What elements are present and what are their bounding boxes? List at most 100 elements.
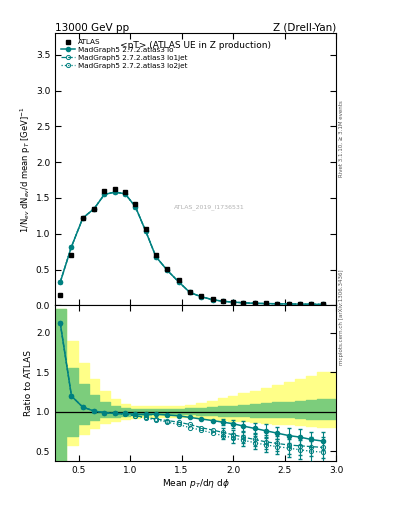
- Y-axis label: 1/N$_{ev}$ dN$_{ev}$/d mean p$_T$ [GeV]$^{-1}$: 1/N$_{ev}$ dN$_{ev}$/d mean p$_T$ [GeV]$…: [18, 106, 33, 232]
- MadGraph5 2.7.2.atlas3 lo: [231, 299, 235, 305]
- MadGraph5 2.7.2.atlas3 lo: [275, 301, 280, 307]
- MadGraph5 2.7.2.atlas3 lo: [264, 301, 268, 307]
- Text: Z (Drell-Yan): Z (Drell-Yan): [273, 23, 336, 32]
- MadGraph5 2.7.2.atlas3 lo1jet: [264, 301, 268, 307]
- Text: ATLAS_2019_I1736531: ATLAS_2019_I1736531: [174, 205, 245, 210]
- MadGraph5 2.7.2.atlas3 lo: [210, 296, 215, 303]
- ATLAS: [92, 206, 97, 212]
- ATLAS: [309, 301, 314, 307]
- MadGraph5 2.7.2.atlas3 lo: [81, 215, 85, 221]
- ATLAS: [275, 301, 280, 307]
- ATLAS: [320, 301, 325, 307]
- ATLAS: [176, 277, 181, 283]
- MadGraph5 2.7.2.atlas3 lo: [320, 302, 325, 308]
- MadGraph5 2.7.2.atlas3 lo: [286, 301, 291, 307]
- Legend: ATLAS, MadGraph5 2.7.2.atlas3 lo, MadGraph5 2.7.2.atlas3 lo1jet, MadGraph5 2.7.2: ATLAS, MadGraph5 2.7.2.atlas3 lo, MadGra…: [59, 37, 190, 71]
- MadGraph5 2.7.2.atlas3 lo2jet: [133, 203, 138, 209]
- MadGraph5 2.7.2.atlas3 lo2jet: [102, 191, 107, 198]
- MadGraph5 2.7.2.atlas3 lo: [199, 294, 204, 300]
- MadGraph5 2.7.2.atlas3 lo1jet: [286, 301, 291, 307]
- MadGraph5 2.7.2.atlas3 lo2jet: [154, 253, 158, 260]
- ATLAS: [143, 226, 148, 232]
- MadGraph5 2.7.2.atlas3 lo: [165, 267, 169, 273]
- MadGraph5 2.7.2.atlas3 lo2jet: [176, 279, 181, 285]
- MadGraph5 2.7.2.atlas3 lo2jet: [264, 301, 268, 307]
- Line: MadGraph5 2.7.2.atlas3 lo1jet: MadGraph5 2.7.2.atlas3 lo1jet: [58, 190, 325, 307]
- MadGraph5 2.7.2.atlas3 lo2jet: [58, 280, 62, 286]
- MadGraph5 2.7.2.atlas3 lo1jet: [275, 301, 280, 307]
- Text: 13000 GeV pp: 13000 GeV pp: [55, 23, 129, 32]
- MadGraph5 2.7.2.atlas3 lo: [241, 300, 246, 306]
- ATLAS: [187, 289, 192, 295]
- MadGraph5 2.7.2.atlas3 lo2jet: [199, 294, 204, 300]
- MadGraph5 2.7.2.atlas3 lo2jet: [298, 301, 302, 307]
- MadGraph5 2.7.2.atlas3 lo2jet: [286, 301, 291, 307]
- MadGraph5 2.7.2.atlas3 lo2jet: [112, 189, 117, 195]
- MadGraph5 2.7.2.atlas3 lo: [143, 228, 148, 234]
- MadGraph5 2.7.2.atlas3 lo: [176, 279, 181, 285]
- MadGraph5 2.7.2.atlas3 lo1jet: [220, 298, 225, 304]
- MadGraph5 2.7.2.atlas3 lo1jet: [165, 267, 169, 273]
- MadGraph5 2.7.2.atlas3 lo1jet: [81, 215, 85, 221]
- MadGraph5 2.7.2.atlas3 lo2jet: [69, 244, 74, 250]
- MadGraph5 2.7.2.atlas3 lo1jet: [176, 279, 181, 285]
- MadGraph5 2.7.2.atlas3 lo1jet: [154, 253, 158, 260]
- Text: mcplots.cern.ch [arXiv:1306.3436]: mcplots.cern.ch [arXiv:1306.3436]: [339, 270, 344, 365]
- MadGraph5 2.7.2.atlas3 lo2jet: [143, 228, 148, 234]
- ATLAS: [58, 291, 62, 297]
- MadGraph5 2.7.2.atlas3 lo1jet: [123, 190, 127, 197]
- MadGraph5 2.7.2.atlas3 lo1jet: [92, 206, 97, 212]
- ATLAS: [231, 299, 235, 305]
- Text: Rivet 3.1.10, ≥ 3.1M events: Rivet 3.1.10, ≥ 3.1M events: [339, 100, 344, 177]
- MadGraph5 2.7.2.atlas3 lo1jet: [231, 299, 235, 305]
- ATLAS: [220, 298, 225, 304]
- MadGraph5 2.7.2.atlas3 lo1jet: [143, 228, 148, 234]
- MadGraph5 2.7.2.atlas3 lo2jet: [123, 190, 127, 197]
- MadGraph5 2.7.2.atlas3 lo1jet: [320, 302, 325, 308]
- MadGraph5 2.7.2.atlas3 lo: [298, 301, 302, 307]
- MadGraph5 2.7.2.atlas3 lo: [133, 203, 138, 209]
- MadGraph5 2.7.2.atlas3 lo2jet: [252, 300, 257, 306]
- MadGraph5 2.7.2.atlas3 lo2jet: [187, 289, 192, 295]
- ATLAS: [81, 215, 85, 221]
- MadGraph5 2.7.2.atlas3 lo: [58, 280, 62, 286]
- ATLAS: [210, 296, 215, 302]
- ATLAS: [298, 301, 302, 307]
- MadGraph5 2.7.2.atlas3 lo2jet: [241, 300, 246, 306]
- MadGraph5 2.7.2.atlas3 lo1jet: [252, 300, 257, 306]
- MadGraph5 2.7.2.atlas3 lo: [154, 253, 158, 260]
- MadGraph5 2.7.2.atlas3 lo2jet: [92, 206, 97, 212]
- MadGraph5 2.7.2.atlas3 lo: [309, 301, 314, 307]
- MadGraph5 2.7.2.atlas3 lo1jet: [210, 296, 215, 303]
- ATLAS: [264, 301, 268, 307]
- MadGraph5 2.7.2.atlas3 lo: [187, 289, 192, 295]
- MadGraph5 2.7.2.atlas3 lo1jet: [187, 289, 192, 295]
- MadGraph5 2.7.2.atlas3 lo2jet: [81, 215, 85, 221]
- ATLAS: [133, 201, 138, 207]
- ATLAS: [102, 188, 107, 194]
- MadGraph5 2.7.2.atlas3 lo: [102, 191, 107, 198]
- MadGraph5 2.7.2.atlas3 lo1jet: [241, 300, 246, 306]
- MadGraph5 2.7.2.atlas3 lo1jet: [102, 191, 107, 198]
- MadGraph5 2.7.2.atlas3 lo2jet: [220, 298, 225, 304]
- MadGraph5 2.7.2.atlas3 lo1jet: [309, 301, 314, 307]
- ATLAS: [112, 186, 117, 193]
- MadGraph5 2.7.2.atlas3 lo2jet: [309, 301, 314, 307]
- MadGraph5 2.7.2.atlas3 lo: [252, 300, 257, 306]
- MadGraph5 2.7.2.atlas3 lo1jet: [199, 294, 204, 300]
- ATLAS: [165, 266, 169, 272]
- MadGraph5 2.7.2.atlas3 lo: [123, 190, 127, 197]
- MadGraph5 2.7.2.atlas3 lo: [92, 206, 97, 212]
- MadGraph5 2.7.2.atlas3 lo2jet: [231, 299, 235, 305]
- Line: MadGraph5 2.7.2.atlas3 lo: MadGraph5 2.7.2.atlas3 lo: [58, 190, 325, 307]
- Line: MadGraph5 2.7.2.atlas3 lo2jet: MadGraph5 2.7.2.atlas3 lo2jet: [58, 190, 325, 307]
- Y-axis label: Ratio to ATLAS: Ratio to ATLAS: [24, 350, 33, 416]
- MadGraph5 2.7.2.atlas3 lo2jet: [165, 267, 169, 273]
- MadGraph5 2.7.2.atlas3 lo: [220, 298, 225, 304]
- MadGraph5 2.7.2.atlas3 lo: [69, 244, 74, 250]
- ATLAS: [154, 252, 158, 258]
- MadGraph5 2.7.2.atlas3 lo2jet: [275, 301, 280, 307]
- X-axis label: Mean $p_T$/d$\eta$ d$\phi$: Mean $p_T$/d$\eta$ d$\phi$: [162, 477, 230, 490]
- MadGraph5 2.7.2.atlas3 lo: [112, 189, 117, 195]
- ATLAS: [286, 301, 291, 307]
